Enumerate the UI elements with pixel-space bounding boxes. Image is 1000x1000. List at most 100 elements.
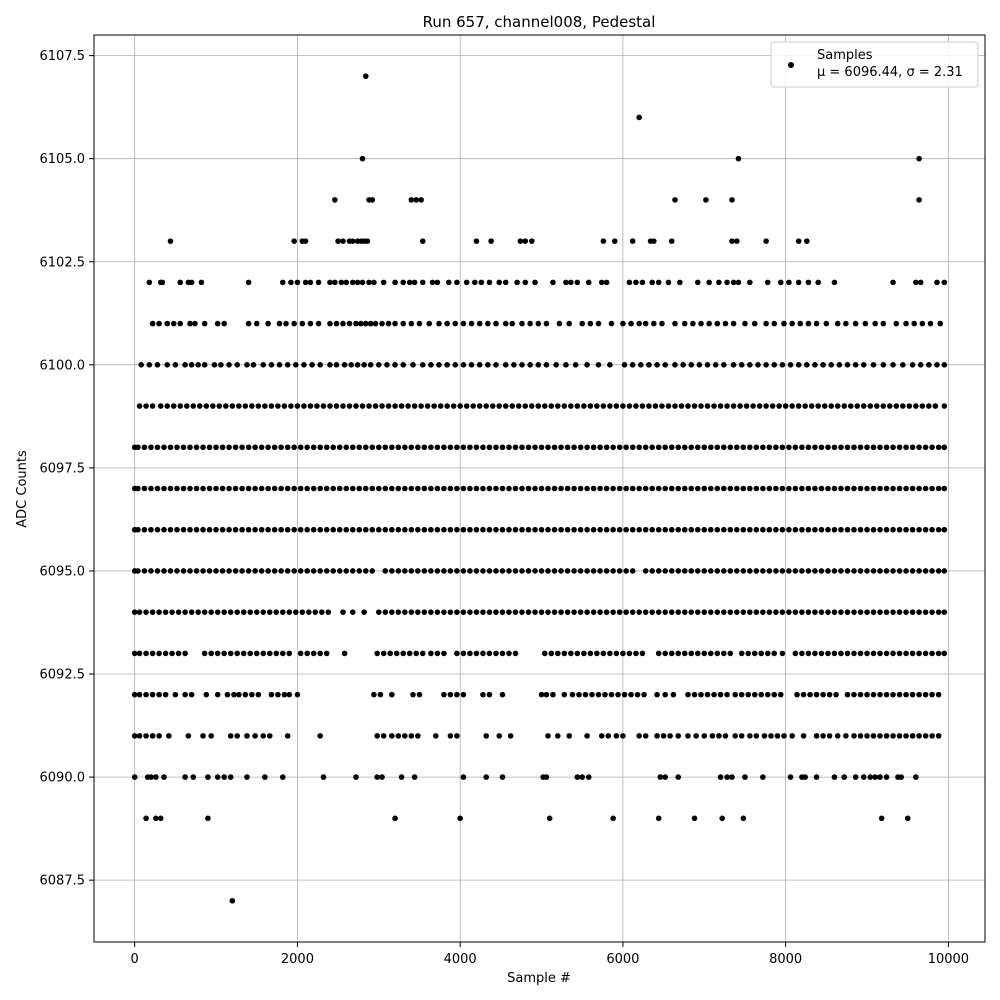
scatter-point [929,526,935,533]
scatter-point [436,320,442,327]
scatter-point [483,403,490,409]
scatter-point [392,815,398,822]
scatter-point [909,362,916,368]
scatter-point [851,650,857,657]
scatter-point [131,774,138,780]
scatter-point [447,733,454,739]
scatter-point [590,568,597,574]
scatter-point [483,733,490,739]
scatter-point [678,403,685,409]
scatter-point [913,774,919,780]
scatter-point [735,155,742,162]
scatter-point [511,362,517,368]
scatter-point [795,403,802,409]
scatter-point [460,691,467,698]
scatter-point [205,815,211,822]
scatter-point [317,650,324,657]
scatter-point [890,733,896,739]
scatter-point [941,526,948,533]
scatter-point [247,650,254,657]
scatter-point [400,320,407,327]
scatter-point [278,526,284,533]
scatter-point [379,320,385,327]
scatter-point [922,650,929,657]
scatter-point [288,403,294,409]
scatter-point [502,320,509,327]
scatter-point [904,815,911,822]
scatter-point [813,320,820,327]
scatter-point [805,609,812,615]
scatter-point [553,362,559,368]
scatter-point [825,485,831,492]
scatter-point [340,238,346,244]
scatter-point [214,650,221,657]
scatter-point [903,444,909,451]
scatter-point [486,444,493,451]
scatter-point [382,444,389,451]
scatter-point [340,609,346,615]
scatter-point [141,444,148,451]
scatter-point [201,320,208,327]
scatter-point [558,609,564,615]
scatter-point [405,403,411,409]
scatter-point [799,444,805,451]
scatter-point [805,279,812,286]
scatter-point [773,444,779,451]
scatter-point [742,774,748,780]
scatter-point [389,526,395,533]
scatter-point [260,650,267,657]
scatter-point [883,568,890,574]
scatter-point [406,650,413,657]
scatter-point [545,609,551,615]
scatter-point [776,403,782,409]
scatter-point [642,320,649,327]
scatter-point [786,485,792,492]
scatter-point [201,650,208,657]
scatter-point [193,485,200,492]
scatter-point [916,733,922,739]
scatter-point [603,526,610,533]
scatter-point [187,444,193,451]
scatter-point [742,320,748,327]
scatter-point [655,279,662,286]
scatter-point [639,279,646,286]
scatter-point [941,362,948,368]
scatter-point [655,650,662,657]
scatter-point [284,362,291,368]
scatter-point [218,362,224,368]
scatter-point [317,362,324,368]
scatter-point [400,279,407,286]
scatter-point [909,650,916,657]
scatter-point [156,691,162,698]
scatter-point [823,320,830,327]
scatter-point [870,609,877,615]
scatter-point [628,320,634,327]
scatter-point [382,526,389,533]
scatter-point [244,774,250,780]
scatter-point [294,403,301,409]
scatter-point [286,609,293,615]
scatter-point [883,485,890,492]
scatter-point [610,485,616,492]
scatter-point [763,403,769,409]
scatter-point [136,733,143,739]
scatter-point [870,733,877,739]
scatter-point [441,650,447,657]
scatter-point [519,362,525,368]
scatter-point [143,403,149,409]
scatter-point [323,444,330,451]
scatter-point [493,444,499,451]
scatter-point [623,444,629,451]
scatter-point [675,609,682,615]
scatter-point [514,279,520,286]
scatter-point [143,815,149,822]
scatter-point [681,650,688,657]
scatter-point [135,526,141,533]
scatter-point [265,568,271,574]
scatter-point [838,485,844,492]
scatter-point [680,362,686,368]
scatter-point [154,485,161,492]
scatter-point [441,485,447,492]
scatter-point [323,526,330,533]
scatter-point [581,650,587,657]
